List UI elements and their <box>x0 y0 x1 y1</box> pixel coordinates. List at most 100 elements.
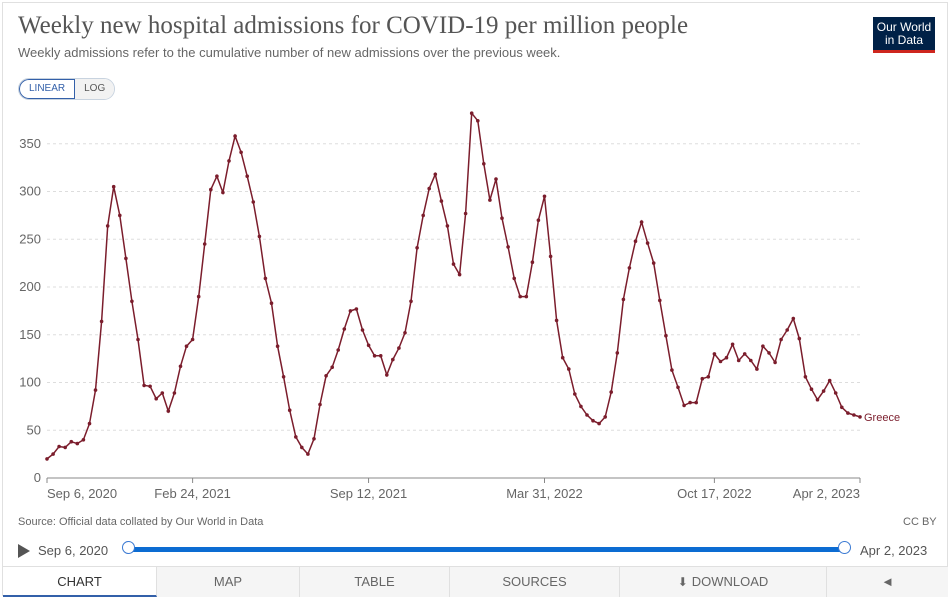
license-link[interactable]: CC BY <box>903 516 937 528</box>
data-point <box>797 336 802 341</box>
owid-logo[interactable]: Our World in Data <box>873 17 935 53</box>
data-point <box>476 119 480 123</box>
data-point <box>45 457 49 461</box>
data-point <box>773 360 777 365</box>
data-point <box>742 352 747 356</box>
data-point <box>749 358 753 363</box>
data-point <box>803 375 808 379</box>
log-scale-button[interactable]: LOG <box>75 79 115 99</box>
timeline: Sep 6, 2020 Apr 2, 2023 <box>18 540 938 562</box>
data-point <box>87 421 92 426</box>
data-point <box>433 172 438 177</box>
data-point <box>658 298 662 303</box>
data-point <box>597 421 601 426</box>
data-point <box>324 374 328 378</box>
tab-chart[interactable]: CHART <box>3 567 157 597</box>
data-point <box>166 409 171 413</box>
data-point <box>342 327 347 331</box>
data-point <box>554 318 559 323</box>
tab-download[interactable]: ⬇ DOWNLOAD <box>620 567 827 597</box>
data-point <box>730 342 735 347</box>
data-point <box>712 352 717 356</box>
x-tick-label: Mar 31, 2022 <box>506 486 583 501</box>
data-point <box>415 246 419 250</box>
data-point <box>263 276 268 281</box>
timeline-track[interactable] <box>130 547 844 552</box>
play-icon[interactable] <box>18 544 30 558</box>
data-point <box>603 415 607 419</box>
data-point <box>560 355 565 360</box>
data-point <box>81 438 86 442</box>
data-point <box>69 439 74 444</box>
data-point <box>142 383 146 388</box>
data-point <box>427 186 432 191</box>
timeline-start-label: Sep 6, 2020 <box>38 543 109 558</box>
series-label-greece: Greece <box>864 412 900 424</box>
data-point <box>682 403 686 408</box>
data-point <box>767 351 771 355</box>
tab-sources[interactable]: SOURCES <box>450 567 620 597</box>
point-layer <box>45 111 862 461</box>
x-tick-label: Oct 17, 2022 <box>677 486 751 501</box>
data-point <box>251 200 256 204</box>
data-point <box>676 385 680 390</box>
data-point <box>840 405 844 410</box>
timeline-end-label: Apr 2, 2023 <box>860 543 928 558</box>
logo-line2: in Data <box>884 33 924 47</box>
tab-share[interactable]: ◄ <box>827 567 948 597</box>
data-point <box>858 415 862 419</box>
y-tick-label: 0 <box>34 470 41 485</box>
data-point <box>281 375 286 379</box>
data-point <box>239 150 243 155</box>
data-point <box>360 328 365 332</box>
data-point <box>451 262 456 266</box>
data-point <box>366 343 371 348</box>
data-point <box>573 392 577 396</box>
data-point <box>779 337 783 342</box>
data-point <box>257 234 262 239</box>
data-point <box>233 134 237 138</box>
data-point <box>118 213 122 218</box>
data-point <box>700 376 705 381</box>
data-point <box>463 211 468 216</box>
data-point <box>409 299 413 304</box>
timeline-end-handle[interactable] <box>838 541 851 554</box>
data-point <box>354 307 359 311</box>
data-point <box>651 261 656 265</box>
data-point <box>287 408 292 413</box>
linear-scale-button[interactable]: LINEAR <box>19 79 76 99</box>
data-point <box>306 452 310 456</box>
data-point <box>63 445 67 450</box>
tab-bar: CHART MAP TABLE SOURCES ⬇ DOWNLOAD ◄ <box>3 566 948 597</box>
data-point <box>99 319 104 324</box>
data-point <box>403 331 407 335</box>
y-tick-label: 250 <box>19 231 41 246</box>
data-point <box>178 364 183 369</box>
data-point <box>124 256 128 261</box>
line-chart: 0 50 100 150 200 250 300 350 Sep 6, 2020 Feb 24, … <box>19 111 900 501</box>
data-point <box>694 400 698 405</box>
data-point <box>227 159 231 163</box>
data-point <box>815 397 820 402</box>
data-point <box>136 337 140 342</box>
data-point <box>542 194 547 199</box>
data-point <box>536 218 541 222</box>
data-point <box>579 404 583 409</box>
data-point <box>348 309 353 313</box>
data-point <box>846 411 850 415</box>
data-point <box>312 437 316 441</box>
data-point <box>639 220 644 224</box>
series-line-greece <box>46 111 861 460</box>
y-tick-label: 300 <box>19 184 41 199</box>
x-tick-label: Sep 6, 2020 <box>47 486 117 501</box>
data-point <box>506 245 510 249</box>
data-point <box>785 328 789 332</box>
data-point <box>336 348 341 352</box>
data-point <box>275 344 280 348</box>
timeline-start-handle[interactable] <box>122 541 135 554</box>
data-point <box>500 216 504 220</box>
tab-map[interactable]: MAP <box>157 567 300 597</box>
tab-table[interactable]: TABLE <box>300 567 450 597</box>
scale-toggle: LINEAR LOG <box>18 78 116 100</box>
